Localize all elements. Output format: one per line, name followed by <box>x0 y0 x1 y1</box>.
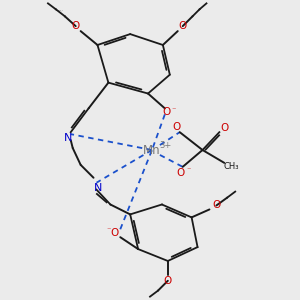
Text: O: O <box>164 276 172 286</box>
Text: ⁻: ⁻ <box>106 226 111 235</box>
Text: O: O <box>212 200 220 211</box>
Text: O: O <box>163 107 171 117</box>
Text: O: O <box>172 122 181 132</box>
Text: O: O <box>177 168 185 178</box>
Text: 3+: 3+ <box>160 140 172 149</box>
Text: methoxy_l: methoxy_l <box>56 9 64 11</box>
Text: N: N <box>94 183 103 193</box>
Text: ⁻: ⁻ <box>187 165 191 174</box>
Text: O: O <box>110 228 118 238</box>
Text: ⁻: ⁻ <box>172 105 176 114</box>
Text: CH₃: CH₃ <box>224 162 239 171</box>
Text: N: N <box>64 133 72 143</box>
Text: O: O <box>72 21 80 31</box>
Text: Mn: Mn <box>143 143 161 157</box>
Text: O: O <box>178 21 187 31</box>
Text: O: O <box>220 123 228 133</box>
